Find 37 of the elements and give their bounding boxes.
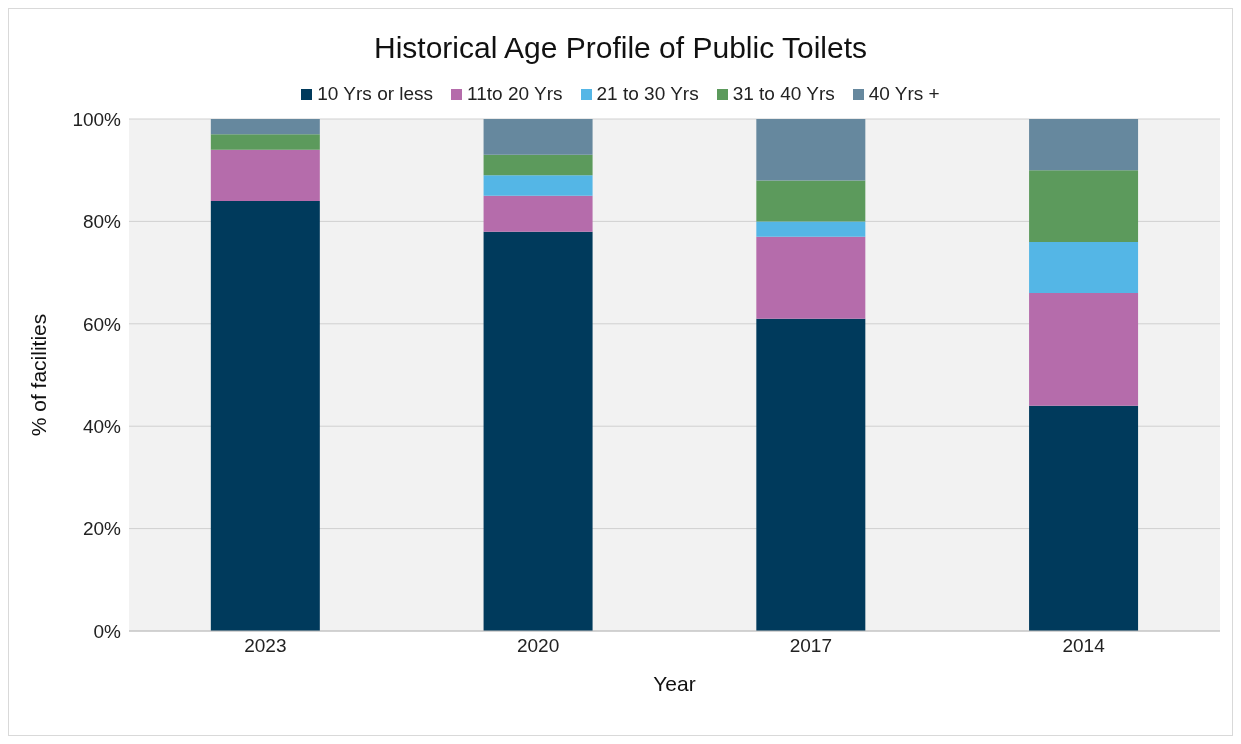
y-tick-label: 80%: [82, 211, 122, 233]
x-tick-label: 2014: [1062, 635, 1106, 657]
x-tick-label: 2023: [244, 635, 287, 657]
bar: [1029, 405, 1139, 631]
legend-label: 11to 20 Yrs: [467, 83, 563, 105]
bar: [483, 195, 593, 232]
y-axis-title: % of facilities: [27, 313, 51, 437]
bar: [483, 154, 593, 176]
bar: [756, 180, 866, 222]
bar: [1029, 241, 1139, 294]
bar: [756, 221, 866, 237]
bar: [210, 119, 320, 135]
legend-label: 40 Yrs +: [868, 83, 940, 105]
y-tick-label: 40%: [82, 415, 122, 437]
y-tick-label: 100%: [72, 108, 122, 130]
x-tick-label: 2017: [789, 635, 833, 657]
bar: [756, 318, 866, 631]
bar: [483, 231, 593, 631]
legend-label: 31 to 40 Yrs: [732, 83, 835, 105]
bar: [756, 236, 866, 319]
bar: [210, 149, 320, 201]
bar: [1029, 293, 1139, 406]
bar: [483, 119, 593, 155]
bar: [756, 119, 866, 181]
bar: [1029, 119, 1139, 171]
bar: [210, 200, 320, 631]
bar: [1029, 170, 1139, 242]
x-axis-title: Year: [653, 672, 696, 695]
y-tick-label: 60%: [82, 313, 122, 335]
legend-label: 10 Yrs or less: [317, 83, 434, 105]
bar: [483, 175, 593, 196]
legend-label: 21 to 30 Yrs: [596, 83, 699, 105]
chart-title: Historical Age Profile of Public Toilets: [373, 30, 868, 66]
y-tick-label: 0%: [93, 620, 122, 642]
bar: [210, 134, 320, 150]
x-tick-label: 2020: [516, 635, 560, 657]
y-tick-label: 20%: [82, 518, 122, 540]
